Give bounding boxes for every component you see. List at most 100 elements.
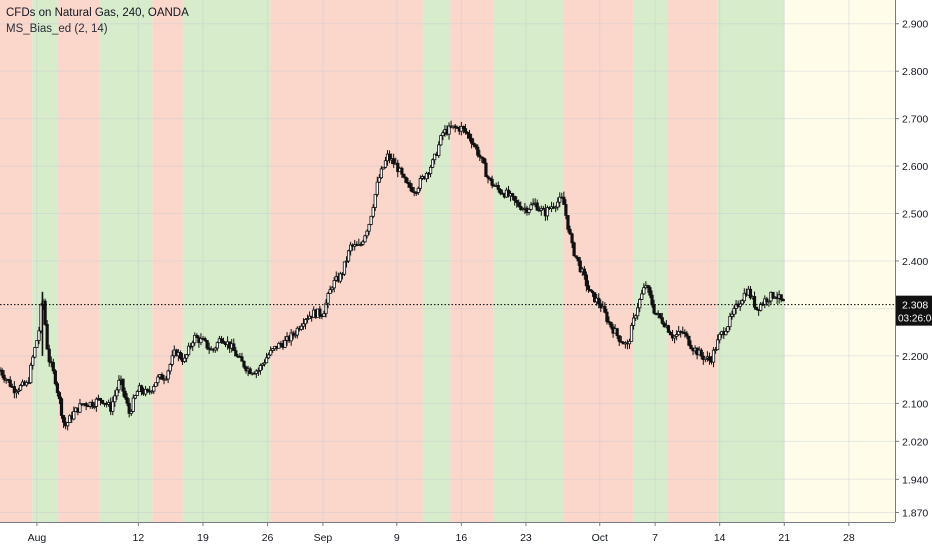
candle-body bbox=[486, 176, 490, 179]
candle-body bbox=[215, 342, 219, 349]
candle-body bbox=[605, 311, 609, 322]
candle-body bbox=[170, 355, 174, 365]
candle-body bbox=[582, 268, 586, 276]
candle-body bbox=[359, 243, 363, 246]
candle-body bbox=[299, 325, 304, 330]
candle-body bbox=[463, 128, 468, 133]
candle-body bbox=[344, 260, 349, 263]
candle-body bbox=[531, 203, 535, 206]
candle-body bbox=[713, 349, 718, 352]
indicator-label[interactable]: MS_Bias_ed (2, 14) bbox=[6, 23, 108, 35]
candle-body bbox=[529, 204, 533, 210]
candle-body bbox=[658, 313, 662, 319]
candle-body bbox=[332, 280, 336, 289]
candle-body bbox=[164, 378, 168, 381]
candle-body bbox=[123, 390, 127, 399]
candle-body bbox=[187, 345, 191, 356]
candle-body bbox=[43, 300, 47, 325]
candle-body bbox=[588, 289, 593, 292]
y-tick-label: 2.020 bbox=[902, 436, 928, 448]
candle-body bbox=[135, 391, 139, 396]
candle-body bbox=[322, 313, 326, 317]
x-tick-label: 19 bbox=[197, 532, 209, 544]
candle-body bbox=[45, 323, 49, 350]
candle-body bbox=[342, 261, 347, 275]
candle-body bbox=[759, 303, 763, 311]
bias-band-bull bbox=[493, 0, 563, 522]
y-tick-label: 2.500 bbox=[902, 209, 928, 221]
candle-body bbox=[418, 178, 422, 189]
x-tick-label: 26 bbox=[262, 532, 274, 544]
bias-band-bull bbox=[99, 0, 153, 522]
candle-body bbox=[381, 166, 386, 170]
candle-body bbox=[472, 142, 476, 146]
x-tick-label: 12 bbox=[133, 532, 145, 544]
candle-body bbox=[402, 173, 406, 178]
candle-body bbox=[373, 194, 377, 208]
candle-body bbox=[627, 340, 632, 345]
candle-body bbox=[84, 403, 88, 407]
candle-body bbox=[707, 356, 712, 361]
candle-body bbox=[631, 317, 636, 326]
candle-body bbox=[711, 349, 716, 363]
symbol-title[interactable]: CFDs on Natural Gas, 240, OANDA bbox=[6, 7, 189, 19]
candle-body bbox=[576, 256, 580, 262]
candle-body bbox=[428, 166, 433, 174]
candle-body bbox=[660, 317, 664, 324]
y-tick-label: 2.800 bbox=[902, 66, 928, 78]
candle-body bbox=[675, 334, 679, 337]
bias-band-bear bbox=[562, 0, 633, 522]
candle-body bbox=[752, 296, 757, 308]
candle-body bbox=[728, 316, 732, 328]
candle-body bbox=[146, 388, 150, 392]
candle-body bbox=[482, 157, 486, 164]
candle-body bbox=[51, 362, 55, 372]
candle-body bbox=[303, 319, 308, 325]
candle-body bbox=[199, 338, 203, 344]
candle-body bbox=[662, 322, 666, 328]
candle-body bbox=[593, 292, 597, 303]
candle-body bbox=[387, 153, 392, 161]
candle-body bbox=[377, 177, 381, 183]
candle-body bbox=[496, 185, 500, 190]
price-axis[interactable] bbox=[895, 0, 932, 550]
x-tick-label: Sep bbox=[314, 532, 333, 544]
candle-body bbox=[33, 347, 37, 358]
candle-body bbox=[545, 207, 550, 217]
candle-body bbox=[648, 287, 652, 296]
candle-body bbox=[371, 207, 375, 217]
candle-body bbox=[242, 360, 246, 368]
candle-body bbox=[2, 374, 6, 380]
candle-body bbox=[703, 357, 707, 360]
x-tick-label: 14 bbox=[714, 532, 726, 544]
candle-body bbox=[404, 176, 408, 183]
candle-body bbox=[55, 383, 60, 394]
candle-body bbox=[392, 158, 396, 165]
candle-body bbox=[113, 395, 117, 403]
candle-body bbox=[168, 364, 172, 372]
candle-body bbox=[213, 347, 217, 351]
candle-body bbox=[650, 294, 654, 306]
candle-body bbox=[301, 323, 306, 327]
candle-body bbox=[375, 181, 379, 195]
candle-body bbox=[66, 422, 70, 427]
candle-body bbox=[748, 288, 753, 299]
candle-body bbox=[121, 378, 125, 392]
candle-body bbox=[139, 385, 144, 393]
time-axis[interactable] bbox=[0, 522, 932, 550]
candle-body bbox=[330, 287, 334, 291]
candle-body bbox=[558, 196, 562, 203]
bias-band-bear bbox=[58, 0, 100, 522]
candle-body bbox=[513, 195, 517, 201]
candle-body bbox=[262, 362, 267, 365]
candle-body bbox=[574, 255, 578, 258]
candle-body bbox=[724, 330, 728, 336]
candle-body bbox=[117, 379, 121, 391]
bias-band-bull bbox=[717, 0, 785, 522]
candle-body bbox=[193, 334, 197, 344]
y-tick-label: 2.100 bbox=[902, 398, 928, 410]
candle-body bbox=[92, 406, 96, 408]
candle-body bbox=[619, 340, 623, 343]
